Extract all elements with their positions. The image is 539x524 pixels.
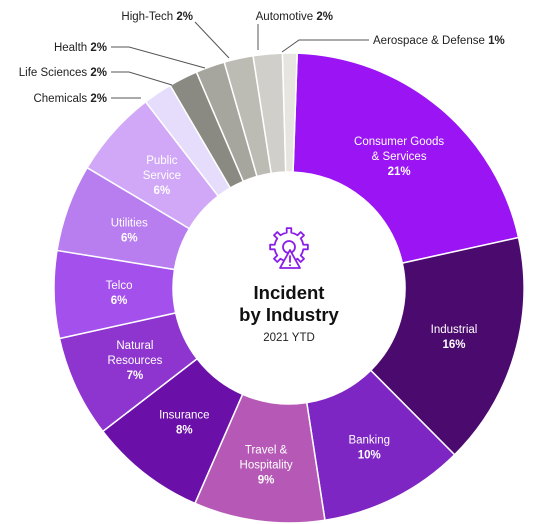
slice-value-life-sciences: 2% — [90, 67, 107, 79]
slice-label-high-tech: High-Tech 2% — [121, 11, 193, 23]
slice-consumer-goods-and-services — [292, 52, 520, 264]
slice-value-travel-and-hospitality: 9% — [258, 475, 275, 487]
slice-label-travel-and-hospitality-line-2: Hospitality — [240, 460, 293, 472]
slice-value-industrial: 16% — [442, 339, 465, 351]
slice-label-telco: Telco — [106, 280, 133, 292]
slice-label-banking: Banking — [348, 434, 390, 446]
chart-title-line-2: by Industry — [239, 304, 339, 325]
slice-value-utilities: 6% — [121, 232, 138, 244]
slice-label-aerospace-and-defense: Aerospace & Defense 1% — [373, 35, 505, 47]
slice-value-health: 2% — [90, 42, 107, 54]
slice-label-natural-resources-line-2: Resources — [107, 355, 162, 367]
center-block: Incident by Industry 2021 YTD — [239, 227, 340, 344]
slice-label-natural-resources-line-1: Natural — [116, 340, 153, 352]
slice-label-insurance: Insurance — [159, 409, 210, 421]
slice-industrial — [369, 236, 525, 456]
leader-line-high-tech — [194, 21, 230, 59]
slice-label-public-service-line-1: Public — [146, 155, 178, 167]
slice-label-life-sciences: Life Sciences 2% — [19, 67, 107, 79]
slice-value-telco: 6% — [111, 295, 128, 307]
slice-label-chemicals: Chemicals 2% — [33, 93, 107, 105]
slice-label-public-service-line-2: Service — [143, 170, 181, 182]
slice-value-consumer-goods-and-services: 21% — [388, 166, 411, 178]
chart-title-line-1: Incident — [254, 282, 325, 303]
leader-line-health — [111, 46, 206, 69]
leader-lines — [111, 21, 369, 99]
chart-subtitle: 2021 YTD — [263, 332, 315, 344]
slice-label-utilities: Utilities — [111, 217, 148, 229]
slice-label-consumer-goods-and-services-line-1: Consumer Goods — [354, 136, 444, 148]
slice-value-natural-resources: 7% — [127, 370, 144, 382]
slice-label-industrial: Industrial — [431, 324, 478, 336]
slice-value-public-service: 6% — [154, 185, 171, 197]
leader-line-aerospace-and-defense — [281, 39, 369, 53]
slice-value-aerospace-and-defense: 1% — [488, 35, 505, 47]
slice-label-automotive: Automotive 2% — [256, 11, 333, 23]
slice-value-high-tech: 2% — [176, 11, 193, 23]
gear-warning-icon — [269, 227, 309, 269]
slice-label-consumer-goods-and-services-line-2: & Services — [372, 151, 427, 163]
slice-value-banking: 10% — [358, 449, 381, 461]
slice-aerospace-and-defense — [281, 52, 298, 173]
slice-labels: Consumer Goods & Services 21% Industrial 16%… — [19, 11, 505, 487]
slice-value-chemicals: 2% — [90, 93, 107, 105]
slice-value-automotive: 2% — [316, 11, 333, 23]
donut-slices — [53, 52, 525, 524]
slice-label-health: Health 2% — [54, 42, 107, 54]
slice-value-insurance: 8% — [176, 424, 193, 436]
slice-label-travel-and-hospitality-line-1: Travel & — [245, 445, 288, 457]
leader-line-life-sciences — [111, 71, 173, 86]
